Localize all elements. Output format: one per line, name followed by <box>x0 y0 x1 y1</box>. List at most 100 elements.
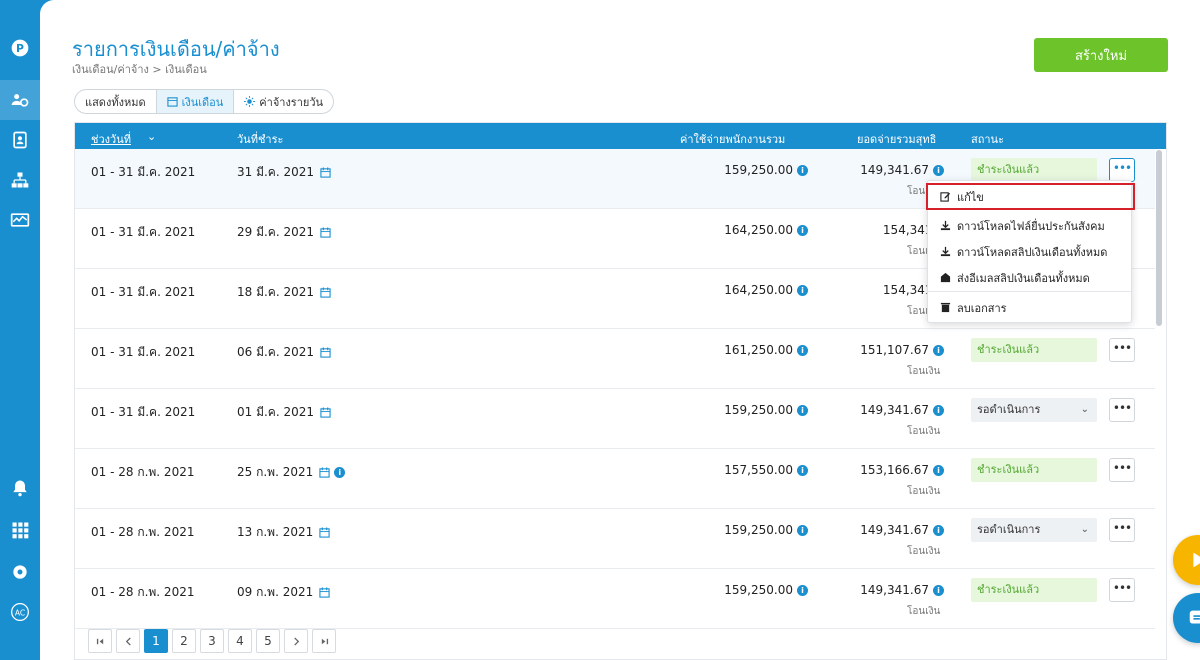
status-select-value: รอดำเนินการ <box>977 403 1041 416</box>
prev-page-button[interactable] <box>116 629 140 653</box>
calendar-icon[interactable] <box>320 287 331 298</box>
calendar-icon[interactable] <box>320 347 331 358</box>
row-pay-date-text: 06 มี.ค. 2021 <box>237 345 315 359</box>
table-row[interactable]: 01 - 31 มี.ค. 2021 01 มี.ค. 2021 159,250.0… <box>75 389 1155 449</box>
info-icon[interactable]: i <box>797 165 808 176</box>
calendar-icon[interactable] <box>319 587 330 598</box>
sidebar: P AC <box>0 0 40 660</box>
menu-email-slips-label: ส่งอีเมลสลิปเงินเดือนทั้งหมด <box>957 271 1090 285</box>
next-page-button[interactable] <box>284 629 308 653</box>
menu-download-slips[interactable]: ดาวน์โหลดสลิปเงินเดือนทั้งหมด <box>928 238 1133 265</box>
scrollbar[interactable] <box>1156 150 1162 326</box>
chevron-down-icon: ⌄ <box>1080 524 1089 535</box>
row-more-button[interactable]: ••• <box>1109 458 1135 482</box>
menu-delete-label: ลบเอกสาร <box>957 301 1007 315</box>
row-net-method: โอนเงิน <box>907 306 941 317</box>
page-button-1[interactable]: 1 <box>144 629 168 653</box>
row-net-method: โอนเงิน <box>907 246 941 257</box>
gear-icon[interactable] <box>0 552 40 592</box>
row-more-button[interactable]: ••• <box>1109 158 1135 182</box>
page-button-2[interactable]: 2 <box>172 629 196 653</box>
first-page-icon <box>96 638 103 644</box>
table-row[interactable]: 01 - 31 มี.ค. 2021 06 มี.ค. 2021 161,250.0… <box>75 329 1155 389</box>
row-pay-date: 29 มี.ค. 2021 <box>237 223 331 242</box>
menu-email-slips[interactable]: ส่งอีเมลสลิปเงินเดือนทั้งหมด <box>928 264 1133 291</box>
table-row[interactable]: 01 - 31 มี.ค. 2021 29 มี.ค. 2021 164,250.0… <box>75 209 1155 269</box>
chat-button[interactable] <box>1173 593 1200 643</box>
status-select[interactable]: รอดำเนินการ ⌄ <box>971 518 1097 542</box>
row-more-button[interactable]: ••• <box>1109 338 1135 362</box>
table-row[interactable]: 01 - 28 ก.พ. 2021 09 ก.พ. 2021 159,250.00 i… <box>75 569 1155 629</box>
info-icon[interactable]: i <box>933 345 944 356</box>
row-cost-text: 159,250.00 <box>724 403 793 417</box>
page-button-4[interactable]: 4 <box>228 629 252 653</box>
info-icon[interactable]: i <box>797 225 808 236</box>
menu-download-slips-label: ดาวน์โหลดสลิปเงินเดือนทั้งหมด <box>957 245 1108 259</box>
create-new-button[interactable]: สร้างใหม่ <box>1034 38 1168 72</box>
filter-daily-wage[interactable]: ค่าจ้างรายวัน <box>234 90 333 113</box>
last-page-button[interactable] <box>312 629 336 653</box>
info-icon[interactable]: i <box>797 285 808 296</box>
info-icon[interactable]: i <box>933 525 944 536</box>
status-select[interactable]: รอดำเนินการ ⌄ <box>971 398 1097 422</box>
info-icon[interactable]: i <box>797 345 808 356</box>
info-icon[interactable]: i <box>797 525 808 536</box>
info-icon[interactable]: i <box>334 467 346 478</box>
info-icon[interactable]: i <box>797 405 808 416</box>
calendar-icon[interactable] <box>319 527 330 538</box>
first-page-button[interactable] <box>88 629 112 653</box>
table-row[interactable]: 01 - 28 ก.พ. 2021 13 ก.พ. 2021 159,250.00 i… <box>75 509 1155 569</box>
row-cost: 164,250.00 i <box>724 283 808 297</box>
row-more-button[interactable]: ••• <box>1109 578 1135 602</box>
row-cost: 159,250.00 i <box>724 523 808 537</box>
col-period-header[interactable]: ช่วงวันที่ <box>91 133 131 146</box>
row-pay-date: 06 มี.ค. 2021 <box>237 343 331 362</box>
bell-icon[interactable] <box>0 468 40 508</box>
apps-grid-icon[interactable] <box>0 510 40 550</box>
chat-icon <box>1189 610 1200 624</box>
row-pay-date: 13 ก.พ. 2021 <box>237 523 330 542</box>
payroll-icon[interactable] <box>0 80 40 120</box>
row-cost: 159,250.00 i <box>724 583 808 597</box>
col-pay-date-header: วันที่ชำระ <box>237 133 284 146</box>
page-button-5[interactable]: 5 <box>256 629 280 653</box>
info-icon[interactable]: i <box>933 585 944 596</box>
info-icon[interactable]: i <box>933 465 944 476</box>
calendar-icon[interactable] <box>320 167 331 178</box>
video-tutorial-button[interactable] <box>1173 535 1200 585</box>
calendar-icon[interactable] <box>319 467 330 478</box>
menu-edit[interactable]: แก้ไข <box>926 183 1135 210</box>
logo-icon[interactable]: P <box>0 28 40 68</box>
filter-salary[interactable]: เงินเดือน <box>156 90 235 113</box>
report-icon[interactable] <box>0 200 40 240</box>
info-icon[interactable]: i <box>797 465 808 476</box>
row-net-method: โอนเงิน <box>907 606 941 617</box>
table-row[interactable]: 01 - 28 ก.พ. 2021 25 ก.พ. 2021 i 157,550.00… <box>75 449 1155 509</box>
status-badge: ชำระเงินแล้ว <box>971 578 1097 602</box>
download-icon <box>940 220 951 231</box>
org-chart-icon[interactable] <box>0 160 40 200</box>
page-button-3[interactable]: 3 <box>200 629 224 653</box>
filter-all[interactable]: แสดงทั้งหมด <box>75 90 157 113</box>
menu-delete[interactable]: ลบเอกสาร <box>928 294 1133 321</box>
row-net: 149,341.67 i <box>860 403 944 417</box>
col-cost-header: ค่าใช้จ่ายพนักงานรวม <box>680 133 786 146</box>
row-cost: 159,250.00 i <box>724 163 808 177</box>
info-icon[interactable]: i <box>797 585 808 596</box>
chevron-down-icon[interactable]: ⌄ <box>147 130 157 143</box>
calendar-icon[interactable] <box>320 227 331 238</box>
employee-icon[interactable] <box>0 120 40 160</box>
info-icon[interactable]: i <box>933 405 944 416</box>
status-badge: ชำระเงินแล้ว <box>971 158 1097 182</box>
avatar[interactable]: AC <box>0 592 40 632</box>
info-icon[interactable]: i <box>933 165 944 176</box>
row-net: 151,107.67 i <box>860 343 944 357</box>
calendar-icon[interactable] <box>320 407 331 418</box>
row-net: 149,341.67 i <box>860 523 944 537</box>
row-more-button[interactable]: ••• <box>1109 518 1135 542</box>
pagination: 1 2 3 4 5 <box>88 629 336 653</box>
row-more-button[interactable]: ••• <box>1109 398 1135 422</box>
menu-download-sso[interactable]: ดาวน์โหลดไฟล์ยื่นประกันสังคม <box>928 212 1133 239</box>
row-pay-date-text: 09 ก.พ. 2021 <box>237 585 314 599</box>
row-pay-date-text: 18 มี.ค. 2021 <box>237 285 315 299</box>
